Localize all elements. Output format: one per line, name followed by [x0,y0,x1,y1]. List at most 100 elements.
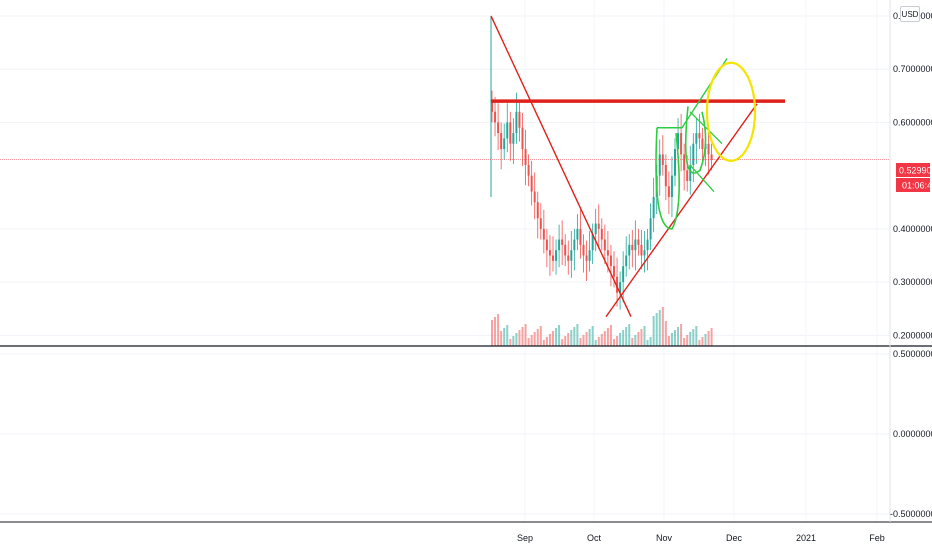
candle-body [491,101,493,112]
volume-bar [628,324,631,346]
volume-bar [683,338,686,346]
volume-bar [661,307,664,346]
volume-bar [667,336,670,346]
volume-bar [527,338,530,346]
candle-body [631,244,634,251]
volume-bar [664,321,667,346]
volume-bar [503,328,506,346]
candle-body [658,154,661,176]
candle-body [637,239,640,245]
candle-body [652,196,655,219]
volume-bar [619,333,622,346]
volume-bar [634,335,637,346]
volume-bar [506,325,509,346]
ascending-trendline [605,103,758,318]
volume-bar [609,325,612,346]
volume-bar [677,327,680,346]
candle-body [622,266,625,283]
price-tick-label: 0.20000000 [893,330,932,340]
lower-tick-label: -0.50000000 [890,509,932,519]
volume-bar [533,332,536,346]
candle-body [524,149,527,166]
candle-body [533,191,536,203]
volume-bar [582,335,585,346]
volume-bar [564,336,567,346]
price-pane-grid [0,15,890,336]
green-flag-lines [689,111,723,193]
volume-bar [509,339,512,346]
volume-bar [658,310,661,346]
time-tick-label: Oct [587,533,602,543]
volume-bar [500,331,503,346]
candle-body [527,165,530,176]
candle-body [579,228,582,245]
candle-body [667,186,670,197]
candle-body [683,154,686,171]
volume-bar [649,337,652,346]
candle-body [649,218,652,240]
candle-body [512,133,515,144]
candle-body [619,282,622,293]
candle-body [597,223,600,229]
volume-bar [625,327,628,346]
candle-body [552,255,554,261]
volume-bar [555,328,558,346]
price-tick-label: 0.40000000 [893,224,932,234]
candle-body [710,154,713,160]
volume-bar [545,337,548,346]
volume-bar [613,339,615,346]
candle-body [603,239,606,251]
lower-tick-label: 0.00000000 [893,429,932,439]
candle-body [561,239,564,245]
volume-bar [524,324,527,346]
descending-trendline [490,15,632,318]
volume-bar [631,338,634,346]
candle-body [701,138,704,150]
price-badge: 0.52990793 01:06:41 [896,163,932,192]
candle-body [674,149,676,176]
candle-body [677,133,680,150]
candlestick-series [490,15,713,310]
green-cup-right [684,106,707,174]
volume-bar [680,324,683,346]
drawing-annotations[interactable] [490,15,785,318]
candle-body [686,170,689,181]
candle-body [582,244,585,256]
candle-body [518,111,521,128]
volume-bar [585,332,588,346]
candle-body [634,239,637,251]
candle-body [588,250,591,261]
volume-bar [692,329,695,346]
candle-body [643,250,646,256]
candle-body [664,165,667,187]
lower-pane-grid [0,353,890,515]
volume-bar [521,327,524,346]
volume-bar [710,328,713,346]
candle-body [698,133,701,139]
candle-body [558,239,561,251]
candle-body [680,133,683,155]
volume-bar [594,340,597,346]
volume-bar [512,336,515,346]
volume-bar [548,334,551,346]
candle-body [695,133,698,144]
time-tick-label: Sep [517,533,533,543]
candle-body [616,276,619,293]
candle-body [494,111,497,123]
candle-body [640,244,643,256]
candle-body [515,111,518,134]
time-axis-labels: Sep Oct Nov Dec 2021 Feb [517,533,885,543]
price-badge-value: 0.52990793 [899,166,932,176]
volume-bar [674,330,676,346]
volume-bar [591,326,594,346]
volume-bar [606,328,609,346]
currency-button[interactable]: USD [900,6,920,22]
candle-body [530,175,533,192]
time-tick-label: 2021 [796,533,816,543]
volume-bars [491,307,713,346]
time-tick-label: Feb [869,533,885,543]
candle-body [573,239,576,251]
time-tick-label: Nov [656,533,673,543]
volume-bar [576,324,579,346]
